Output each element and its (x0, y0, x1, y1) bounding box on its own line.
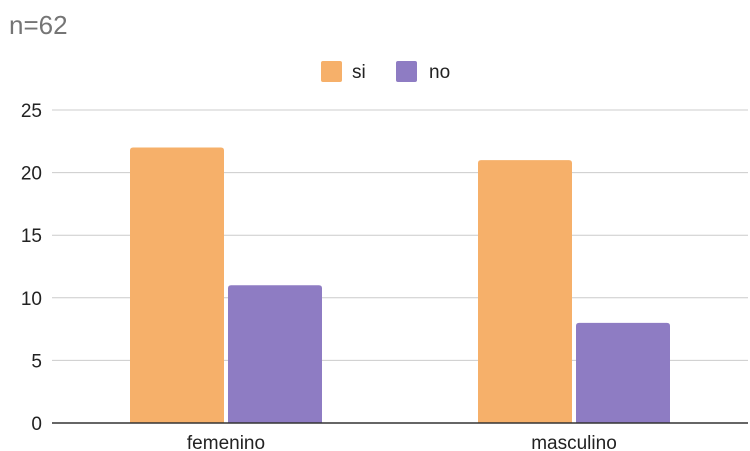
x-tick-label: femenino (187, 433, 265, 451)
y-tick-label: 0 (31, 414, 42, 435)
y-tick-label: 5 (31, 351, 42, 372)
legend-label-no: no (429, 62, 450, 83)
bar-si-masculino (478, 160, 572, 423)
legend-label-si: si (352, 62, 366, 83)
y-tick-label: 15 (21, 226, 42, 247)
bar-no-femenino (228, 285, 322, 423)
chart-title: n=62 (9, 10, 68, 40)
y-tick-label: 10 (21, 289, 42, 310)
legend-swatch-no (396, 61, 417, 82)
bar-no-masculino (576, 322, 670, 423)
legend-swatch-si (321, 61, 342, 82)
x-tick-label: masculino (531, 433, 617, 451)
y-tick-label: 25 (21, 101, 42, 122)
y-tick-label: 20 (21, 164, 42, 185)
bar-si-femenino (130, 147, 224, 423)
